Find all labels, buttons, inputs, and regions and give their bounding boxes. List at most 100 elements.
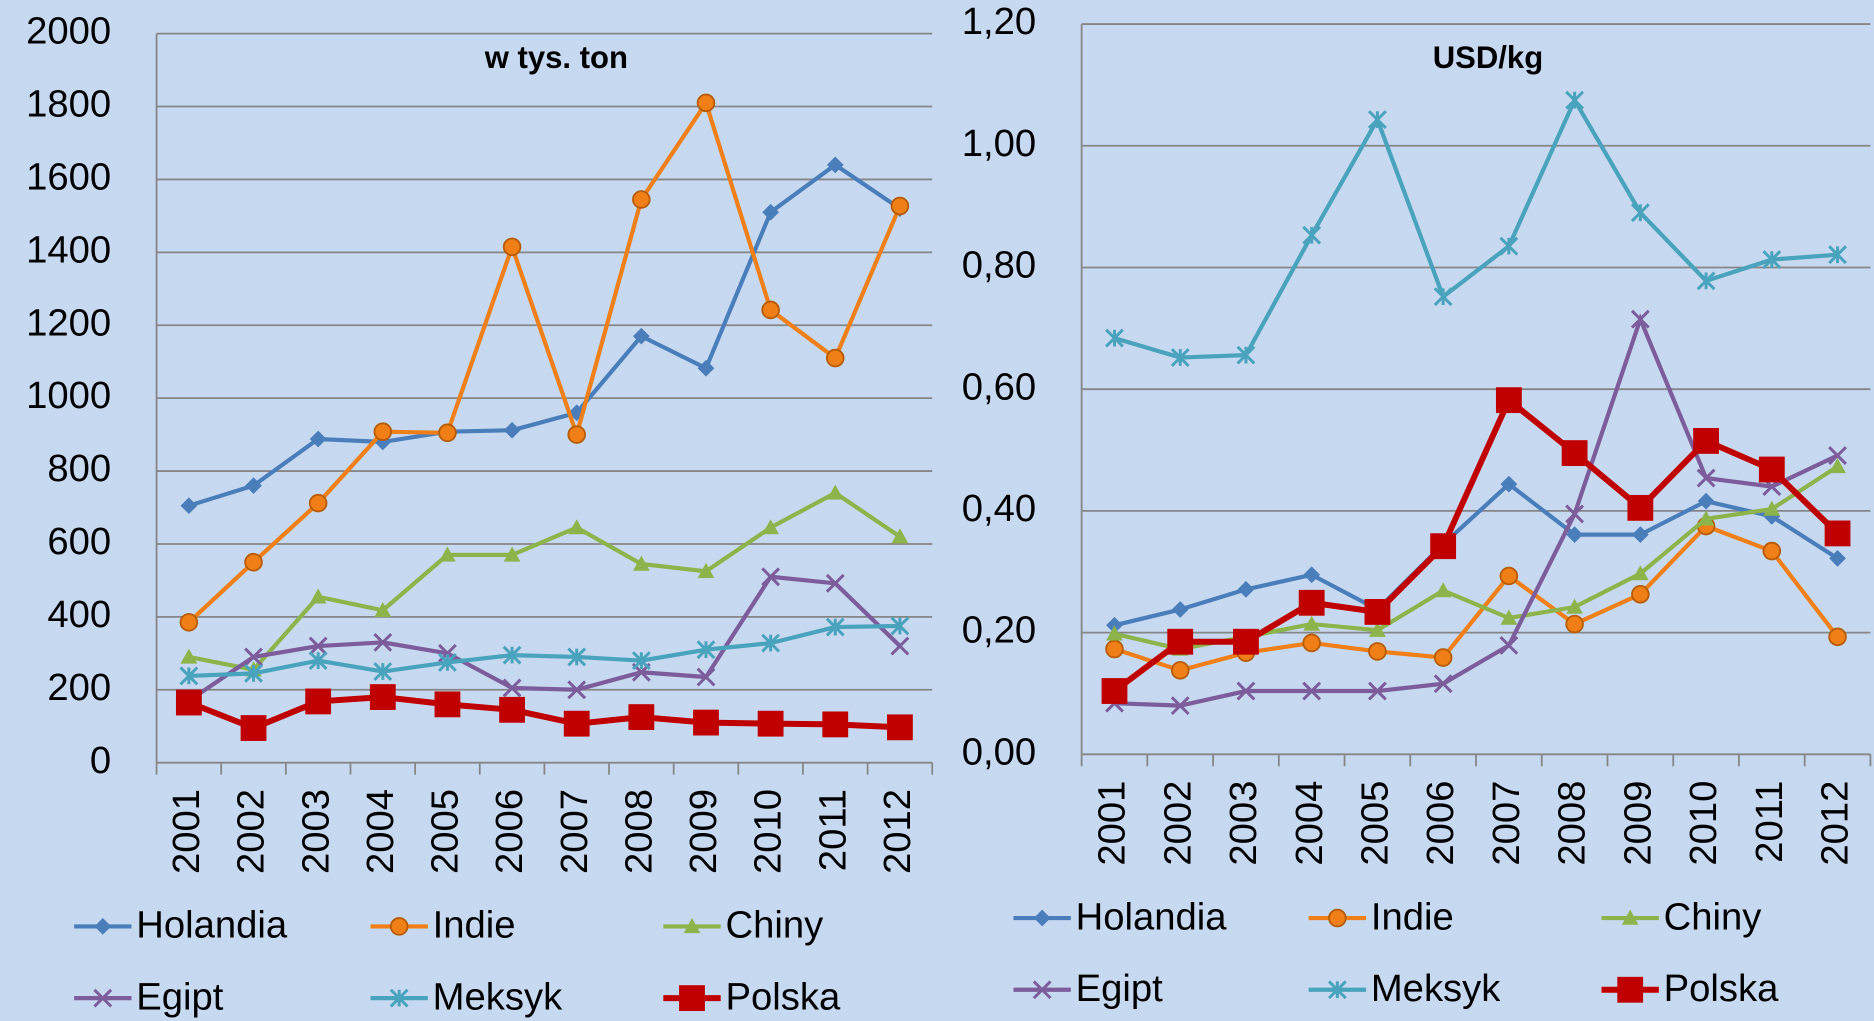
data-point (762, 203, 779, 221)
data-point (1565, 614, 1584, 634)
legend-marker (93, 988, 113, 1008)
data-point (886, 714, 913, 741)
y-tick-label: 0,20 (962, 609, 1036, 652)
chart-title: w tys. ton (484, 40, 628, 75)
data-point (693, 709, 719, 736)
data-point (180, 648, 198, 664)
data-point (890, 636, 910, 656)
legend-label: Meksyk (433, 975, 563, 1018)
data-point (1167, 628, 1194, 655)
series-line (188, 623, 900, 679)
data-point (757, 710, 784, 737)
data-point (502, 678, 522, 698)
series-line (188, 162, 902, 508)
data-point (369, 684, 396, 710)
data-point (308, 651, 328, 671)
series-line (1113, 523, 1840, 673)
data-point (245, 477, 262, 495)
legend-marker (679, 985, 705, 1012)
data-point (1364, 599, 1391, 625)
x-tick-label: 2011 (811, 789, 854, 871)
legend-label: Indie (433, 904, 516, 947)
data-point (632, 190, 651, 209)
data-point (1368, 642, 1387, 661)
data-point (825, 573, 845, 593)
data-point (434, 691, 461, 718)
legend-label: Holandia (1076, 895, 1228, 938)
legend-label: Polska (725, 975, 840, 1018)
y-tick-label: 1400 (26, 228, 111, 271)
data-point (567, 425, 586, 444)
data-point (180, 497, 198, 515)
data-point (1434, 582, 1452, 598)
chart-title: USD/kg (1433, 40, 1543, 75)
data-point (1824, 520, 1851, 547)
x-tick-label: 2009 (1616, 781, 1659, 866)
data-point (632, 327, 650, 345)
y-tick-label: 1200 (26, 301, 111, 344)
data-point (762, 519, 779, 535)
y-tick-label: 2000 (26, 10, 111, 53)
data-point (240, 715, 267, 741)
data-point (1302, 225, 1322, 245)
data-point (1303, 615, 1321, 631)
x-tick-label: 2006 (1419, 781, 1462, 866)
data-point (499, 696, 525, 723)
data-point (1233, 628, 1259, 655)
data-point (1430, 533, 1457, 560)
x-tick-label: 2007 (553, 789, 596, 874)
data-point (1697, 510, 1715, 526)
series-line (187, 574, 902, 703)
data-point (1696, 271, 1716, 291)
data-point (567, 647, 587, 667)
y-tick-label: 1000 (26, 374, 111, 417)
data-point (1500, 475, 1518, 493)
legend-marker (1033, 909, 1051, 927)
data-point (1171, 601, 1189, 618)
x-tick-label: 2009 (682, 789, 725, 874)
x-tick-label: 2003 (1222, 781, 1265, 866)
legend-marker (389, 917, 409, 936)
data-point (1170, 348, 1190, 367)
data-point (1499, 566, 1519, 586)
data-point (305, 688, 332, 715)
data-point (696, 93, 716, 113)
y-tick-label: 600 (47, 520, 111, 563)
x-tick-label: 2007 (1485, 781, 1528, 866)
data-point (697, 562, 715, 578)
x-tick-label: 2004 (1288, 781, 1331, 866)
data-point (1105, 328, 1124, 348)
data-point (244, 663, 263, 683)
legend-marker (94, 918, 112, 935)
x-tick-label: 2012 (1814, 781, 1857, 866)
y-tick-label: 1,00 (962, 122, 1036, 165)
data-point (179, 613, 199, 632)
data-point (1302, 681, 1322, 701)
x-tick-label: 2011 (1748, 781, 1791, 863)
legend-marker (1328, 908, 1347, 928)
data-point (1829, 458, 1846, 474)
y-tick-label: 1800 (26, 83, 111, 126)
data-point (1367, 681, 1387, 701)
data-point (1566, 526, 1583, 543)
data-point (826, 156, 844, 174)
y-tick-label: 0,40 (962, 487, 1036, 530)
x-tick-label: 2012 (876, 789, 919, 874)
data-point (1631, 526, 1649, 543)
series-line (187, 98, 902, 624)
legend-marker (1617, 976, 1644, 1003)
data-point (1106, 625, 1123, 641)
x-tick-label: 2002 (1156, 781, 1199, 866)
data-point (309, 430, 327, 448)
y-tick-label: 200 (47, 666, 111, 709)
legend-marker (683, 918, 701, 934)
y-tick-label: 0 (90, 739, 111, 782)
data-point (503, 546, 521, 562)
data-point (1298, 589, 1325, 616)
data-point (438, 653, 457, 672)
data-point (563, 710, 590, 737)
data-point (1433, 648, 1453, 667)
data-point (175, 689, 202, 716)
data-point (1566, 598, 1583, 614)
legend-marker (1327, 980, 1347, 1000)
